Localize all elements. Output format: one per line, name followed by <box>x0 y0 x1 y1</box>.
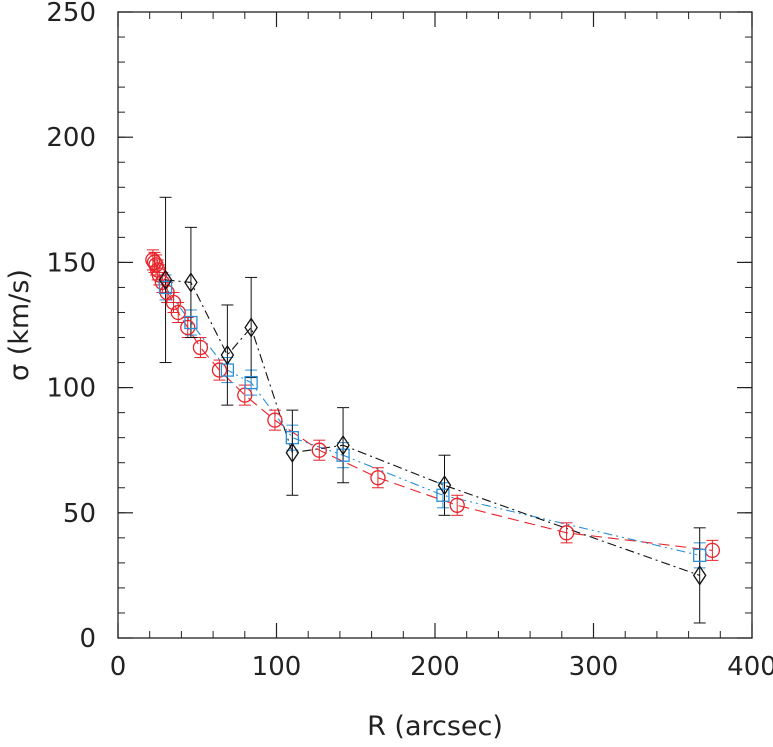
circle-marker <box>370 470 386 486</box>
x-tick-label: 300 <box>569 652 619 682</box>
x-tick-label: 200 <box>410 652 460 682</box>
circle-marker <box>145 252 161 268</box>
y-tick-label: 150 <box>46 248 96 278</box>
error-bar <box>438 454 451 516</box>
y-axis-label: σ (km/s) <box>4 269 35 381</box>
series-lines <box>152 259 713 576</box>
circle-marker <box>558 525 575 541</box>
square-marker <box>693 548 707 563</box>
square-marker <box>336 448 350 462</box>
y-tick-label: 100 <box>46 374 96 404</box>
circle-marker <box>180 319 196 336</box>
major-ticks <box>117 11 753 639</box>
diamond-marker <box>336 435 350 456</box>
circle-marker <box>170 304 186 321</box>
y-tick-label: 250 <box>46 0 96 28</box>
plot-frame <box>117 11 753 639</box>
circle-marker <box>449 497 465 513</box>
y-tick-label: 200 <box>46 123 96 153</box>
circle-marker <box>267 412 283 428</box>
error-bar <box>184 226 197 339</box>
error-bar <box>693 527 706 624</box>
data-markers <box>145 252 721 586</box>
minor-ticks <box>117 11 753 639</box>
circle-marker <box>192 339 209 356</box>
x-tick-label: 100 <box>252 652 302 682</box>
diamond-marker <box>158 269 173 291</box>
circle-marker <box>211 362 228 378</box>
error-bar <box>245 276 258 379</box>
diamond-marker <box>184 272 198 293</box>
x-axis-label: R (arcsec) <box>367 711 503 742</box>
tick-labels: 0 100 200 300 400 0 50 100 150 200 250 <box>46 0 773 682</box>
x-tick-label: 400 <box>727 652 773 682</box>
y-tick-label: 0 <box>79 624 96 654</box>
square-marker <box>436 488 450 502</box>
diamond-marker <box>220 344 235 366</box>
x-tick-label: 0 <box>110 652 127 682</box>
error-bar <box>436 482 449 509</box>
error-bar <box>159 196 172 364</box>
square-marker <box>184 315 198 330</box>
square-marker <box>244 375 258 390</box>
series-diamond-line <box>165 279 700 576</box>
error-bar <box>221 304 234 406</box>
circle-marker <box>311 442 327 458</box>
y-tick-label: 50 <box>63 499 96 529</box>
diamond-marker <box>244 317 258 338</box>
circle-marker <box>165 294 182 311</box>
square-marker <box>158 280 173 295</box>
series-circle-line <box>152 259 713 551</box>
error-bar <box>337 407 350 484</box>
error-bars <box>146 196 719 624</box>
diamond-marker <box>692 565 707 586</box>
error-bar <box>286 409 299 496</box>
diamond-marker <box>437 475 452 496</box>
diamond-marker <box>285 442 300 463</box>
